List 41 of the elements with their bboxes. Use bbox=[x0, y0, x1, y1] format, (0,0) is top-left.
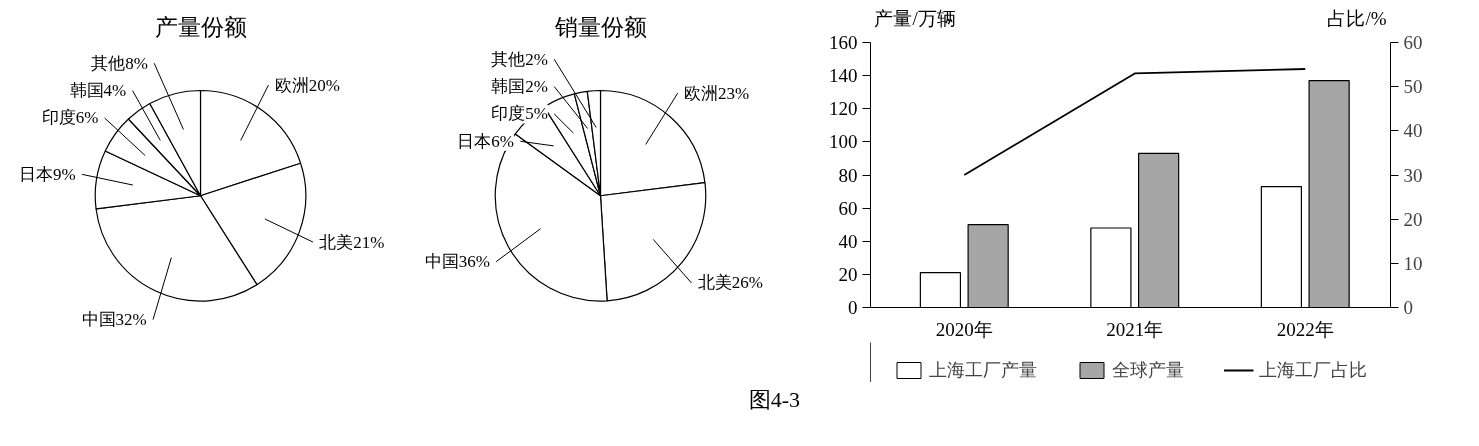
slice-label: 日本9% bbox=[19, 164, 76, 184]
slice-label: 韩国4% bbox=[69, 81, 127, 101]
legend-label: 上海工厂占比 bbox=[1258, 359, 1367, 382]
slice-label: 中国32% bbox=[81, 310, 147, 330]
chart-title: 销量份额 bbox=[553, 14, 647, 40]
legend-label: 全球产量 bbox=[1111, 359, 1184, 382]
slice-label: 日本6% bbox=[457, 131, 515, 151]
y2-tick-label: 0 bbox=[1403, 297, 1413, 318]
slice-label: 韩国2% bbox=[491, 77, 548, 97]
y-tick-label: 60 bbox=[838, 197, 858, 219]
y-tick-label: 160 bbox=[829, 32, 858, 53]
y-tick-label: 20 bbox=[838, 263, 858, 285]
y-tick-label: 80 bbox=[838, 164, 858, 186]
slice-label: 中国36% bbox=[424, 252, 490, 272]
y2-tick-label: 50 bbox=[1403, 76, 1423, 98]
slice-label: 北美26% bbox=[697, 273, 763, 293]
y-tick-label: 100 bbox=[829, 131, 858, 153]
slice-label: 其他2% bbox=[491, 49, 548, 69]
slice-label: 北美21% bbox=[319, 232, 385, 252]
y2-tick-label: 40 bbox=[1403, 120, 1423, 142]
x-tick-label: 2020年 bbox=[935, 318, 993, 340]
y-tick-label: 140 bbox=[829, 65, 858, 87]
slice-label: 印度6% bbox=[41, 108, 99, 128]
slice-label: 其他8% bbox=[91, 53, 148, 73]
chart-title: 产量份额 bbox=[154, 14, 247, 40]
y-tick-label: 0 bbox=[848, 297, 858, 318]
x-tick-label: 2022年 bbox=[1276, 318, 1334, 340]
slice-label: 印度5% bbox=[491, 104, 548, 124]
y2-tick-label: 10 bbox=[1403, 252, 1423, 274]
y-tick-label: 40 bbox=[838, 230, 858, 252]
caption: 图4-3 bbox=[748, 387, 800, 412]
y2-tick-label: 30 bbox=[1403, 164, 1423, 186]
slice-label: 欧洲23% bbox=[684, 83, 750, 103]
y2-tick-label: 20 bbox=[1403, 208, 1423, 230]
y2-axis-title: 占比/% bbox=[1327, 8, 1387, 29]
x-tick-label: 2021年 bbox=[1106, 318, 1164, 340]
slice-label: 欧洲20% bbox=[274, 75, 340, 95]
legend-label: 上海工厂产量 bbox=[928, 359, 1037, 382]
y2-tick-label: 60 bbox=[1403, 32, 1423, 53]
y-axis-title: 产量/万辆 bbox=[874, 8, 956, 29]
y-tick-label: 120 bbox=[829, 98, 858, 120]
